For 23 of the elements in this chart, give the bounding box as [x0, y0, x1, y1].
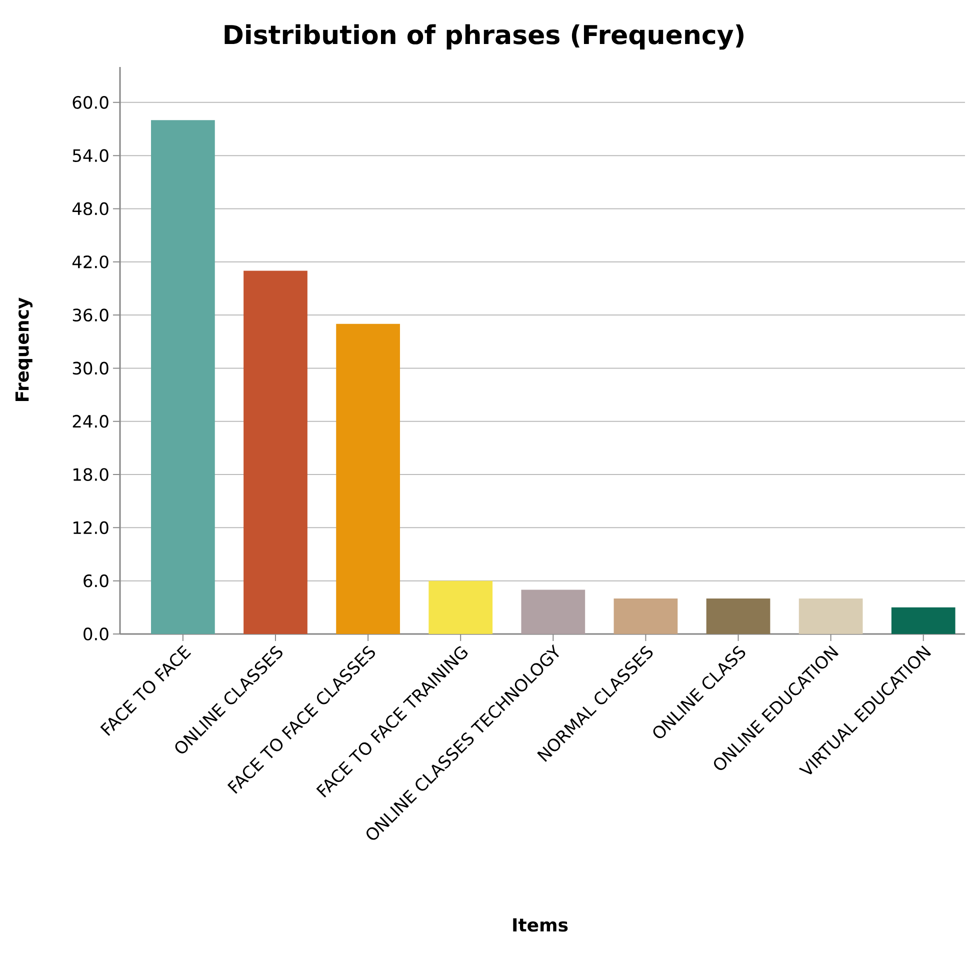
y-tick-label: 48.0	[72, 202, 108, 216]
y-tick-label: 18.0	[74, 468, 108, 481]
y-tick-label: 42.0	[72, 255, 108, 268]
chart-title: Distribution of phrases (Frequency)	[224, 24, 744, 50]
y-tick-label: 24.0	[72, 414, 108, 428]
y-tick-label: 12.0	[74, 521, 108, 534]
y-tick-label: 6.0	[84, 574, 108, 588]
y-tick-label: 30.0	[72, 362, 108, 375]
bar	[706, 598, 770, 634]
x-axis-title: Items	[513, 918, 568, 932]
y-axis-title: Frequency	[15, 298, 33, 402]
y-tick-label: 36.0	[72, 308, 108, 322]
bar	[798, 598, 863, 634]
bar	[428, 580, 493, 634]
y-tick-label: 54.0	[72, 149, 108, 162]
bar	[614, 598, 678, 634]
bar	[521, 590, 586, 634]
bar	[336, 324, 400, 634]
y-tick-label: 0.0	[84, 628, 108, 640]
bar	[244, 270, 308, 634]
bar	[891, 607, 956, 634]
y-tick-label: 60.0	[72, 96, 108, 109]
bar	[151, 120, 215, 634]
